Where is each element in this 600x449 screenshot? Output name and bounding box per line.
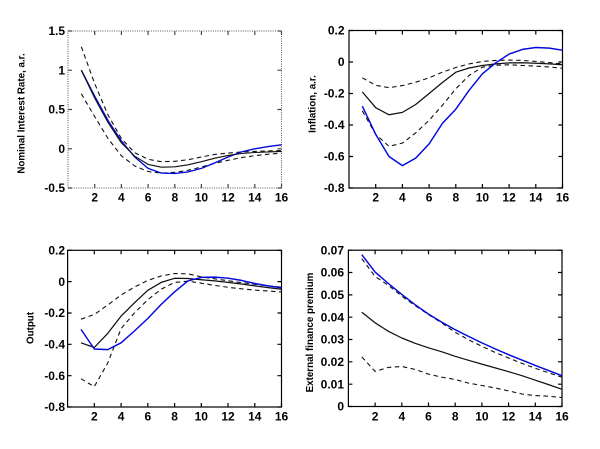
svg-text:-0.2: -0.2	[324, 87, 345, 101]
svg-text:2: 2	[372, 191, 379, 205]
svg-text:16: 16	[555, 410, 569, 424]
svg-text:10: 10	[475, 410, 489, 424]
svg-text:6: 6	[144, 410, 151, 424]
svg-text:6: 6	[145, 191, 152, 205]
svg-text:0: 0	[58, 142, 65, 156]
svg-text:0.02: 0.02	[321, 355, 345, 369]
svg-text:10: 10	[195, 191, 209, 205]
svg-text:14: 14	[248, 410, 262, 424]
svg-text:0.03: 0.03	[321, 333, 345, 347]
svg-text:6: 6	[426, 191, 433, 205]
svg-text:14: 14	[529, 410, 543, 424]
svg-text:0: 0	[58, 275, 65, 289]
svg-text:-0.4: -0.4	[324, 118, 345, 132]
svg-text:0: 0	[338, 55, 345, 69]
svg-text:16: 16	[275, 410, 289, 424]
svg-text:6: 6	[425, 410, 432, 424]
svg-text:External finance premium: External finance premium	[305, 272, 316, 392]
svg-text:10: 10	[476, 191, 490, 205]
svg-text:0.2: 0.2	[328, 24, 345, 38]
svg-text:0.2: 0.2	[48, 244, 65, 258]
svg-text:4: 4	[118, 191, 125, 205]
svg-text:0.5: 0.5	[48, 103, 65, 117]
svg-text:0.07: 0.07	[321, 243, 345, 257]
svg-text:-0.8: -0.8	[324, 181, 345, 195]
svg-text:-0.2: -0.2	[44, 306, 65, 320]
svg-text:12: 12	[502, 191, 516, 205]
svg-text:14: 14	[248, 191, 262, 205]
svg-text:-0.8: -0.8	[44, 400, 65, 414]
svg-text:0: 0	[337, 400, 344, 414]
svg-text:Nominal Interest Rate, a.r.: Nominal Interest Rate, a.r.	[17, 53, 28, 174]
svg-text:0.06: 0.06	[321, 266, 345, 280]
svg-text:0.05: 0.05	[321, 288, 345, 302]
svg-text:4: 4	[118, 410, 125, 424]
svg-text:-0.4: -0.4	[44, 338, 65, 352]
svg-text:Output: Output	[26, 311, 37, 344]
svg-text:-0.5: -0.5	[44, 181, 65, 195]
svg-text:12: 12	[221, 410, 235, 424]
svg-text:8: 8	[452, 191, 459, 205]
svg-text:2: 2	[372, 410, 379, 424]
svg-text:0.01: 0.01	[321, 377, 345, 391]
svg-text:-0.6: -0.6	[44, 369, 65, 383]
svg-text:12: 12	[221, 191, 235, 205]
svg-text:0.04: 0.04	[321, 310, 345, 324]
svg-text:12: 12	[502, 410, 516, 424]
svg-text:1.5: 1.5	[48, 24, 65, 38]
svg-text:2: 2	[91, 410, 98, 424]
svg-text:16: 16	[556, 191, 570, 205]
svg-text:1: 1	[58, 64, 65, 78]
svg-text:16: 16	[275, 191, 289, 205]
svg-text:8: 8	[171, 410, 178, 424]
svg-text:8: 8	[171, 191, 178, 205]
svg-text:8: 8	[452, 410, 459, 424]
svg-text:Inflation, a.r.: Inflation, a.r.	[308, 75, 319, 133]
svg-text:2: 2	[91, 191, 98, 205]
svg-text:10: 10	[195, 410, 209, 424]
svg-text:14: 14	[529, 191, 543, 205]
svg-text:4: 4	[399, 191, 406, 205]
svg-text:4: 4	[398, 410, 405, 424]
svg-text:-0.6: -0.6	[324, 150, 345, 164]
